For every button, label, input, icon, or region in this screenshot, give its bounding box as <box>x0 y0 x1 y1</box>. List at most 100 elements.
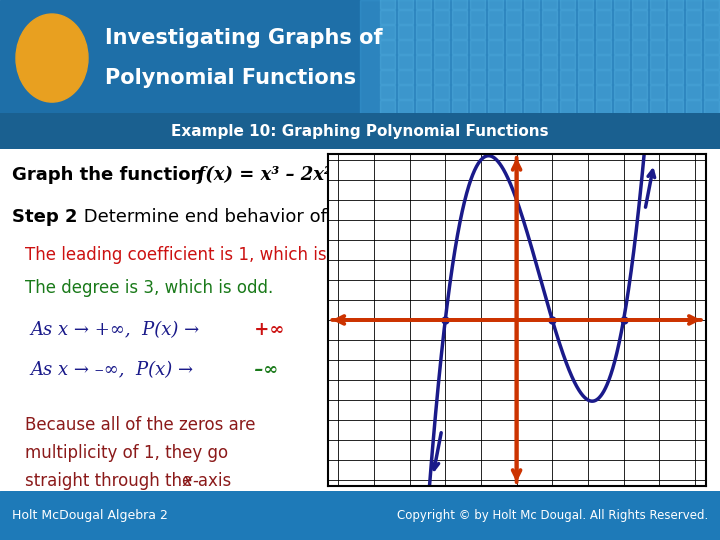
Bar <box>596 70 611 84</box>
Bar <box>488 10 503 24</box>
Bar <box>434 100 449 114</box>
Bar <box>578 40 593 54</box>
Text: Determine end behavior of the graph.: Determine end behavior of the graph. <box>78 208 426 226</box>
Bar <box>560 85 575 99</box>
Bar <box>470 25 485 39</box>
Bar <box>650 55 665 69</box>
Bar <box>488 85 503 99</box>
Bar <box>416 70 431 84</box>
Bar <box>416 40 431 54</box>
Bar <box>434 55 449 69</box>
Bar <box>686 100 701 114</box>
Bar <box>560 0 575 9</box>
Bar <box>596 0 611 9</box>
Bar <box>668 0 683 9</box>
Bar <box>524 85 539 99</box>
Bar <box>686 85 701 99</box>
Bar <box>398 0 413 9</box>
Bar <box>434 85 449 99</box>
Bar <box>686 0 701 9</box>
Bar <box>452 10 467 24</box>
Bar <box>668 70 683 84</box>
Bar <box>704 40 719 54</box>
Bar <box>578 100 593 114</box>
Bar <box>578 70 593 84</box>
Bar <box>650 100 665 114</box>
Bar <box>506 25 521 39</box>
Bar <box>488 70 503 84</box>
Bar <box>524 55 539 69</box>
Bar <box>542 25 557 39</box>
Bar <box>416 10 431 24</box>
Bar <box>416 0 431 9</box>
Bar <box>650 25 665 39</box>
Bar <box>704 70 719 84</box>
Bar <box>542 70 557 84</box>
Text: -axis: -axis <box>192 472 231 490</box>
Bar <box>506 70 521 84</box>
Bar <box>614 55 629 69</box>
Bar <box>416 25 431 39</box>
Bar <box>452 70 467 84</box>
Bar <box>434 70 449 84</box>
Bar <box>488 0 503 9</box>
Text: –∞: –∞ <box>248 361 278 379</box>
Bar <box>686 70 701 84</box>
Bar <box>704 85 719 99</box>
Bar <box>704 0 719 9</box>
Bar <box>632 55 647 69</box>
Bar <box>650 0 665 9</box>
Bar <box>668 85 683 99</box>
Bar <box>488 100 503 114</box>
Bar <box>434 40 449 54</box>
Bar <box>470 70 485 84</box>
Bar <box>470 0 485 9</box>
Bar <box>596 55 611 69</box>
Bar <box>380 0 395 9</box>
Text: The leading coefficient is 1, which is positive.: The leading coefficient is 1, which is p… <box>25 246 402 264</box>
Bar <box>416 100 431 114</box>
Bar <box>452 100 467 114</box>
Bar <box>506 40 521 54</box>
Text: Investigating Graphs of: Investigating Graphs of <box>105 28 382 48</box>
Bar <box>686 40 701 54</box>
Bar <box>524 100 539 114</box>
Bar <box>542 55 557 69</box>
Text: +∞: +∞ <box>248 321 284 339</box>
Bar <box>380 70 395 84</box>
Bar <box>524 10 539 24</box>
Bar <box>704 10 719 24</box>
Bar <box>560 25 575 39</box>
Text: Holt McDougal Algebra 2: Holt McDougal Algebra 2 <box>12 509 168 522</box>
Bar <box>398 70 413 84</box>
Bar <box>560 40 575 54</box>
Bar <box>668 55 683 69</box>
Bar <box>668 25 683 39</box>
Bar <box>650 70 665 84</box>
Bar <box>380 25 395 39</box>
Bar <box>632 70 647 84</box>
Bar <box>632 25 647 39</box>
Bar <box>542 0 557 9</box>
Bar <box>560 70 575 84</box>
Bar <box>524 40 539 54</box>
Bar <box>668 10 683 24</box>
Bar <box>416 55 431 69</box>
Bar <box>380 10 395 24</box>
Bar <box>488 40 503 54</box>
Bar <box>614 0 629 9</box>
Text: Example 10: Graphing Polynomial Functions: Example 10: Graphing Polynomial Function… <box>171 124 549 139</box>
Bar <box>506 85 521 99</box>
Text: Graph the function: Graph the function <box>12 166 203 184</box>
Bar <box>632 40 647 54</box>
Bar <box>632 85 647 99</box>
Bar <box>578 0 593 9</box>
Bar <box>506 0 521 9</box>
Bar <box>470 10 485 24</box>
Bar <box>632 0 647 9</box>
Bar <box>434 25 449 39</box>
Bar <box>614 40 629 54</box>
Bar <box>452 85 467 99</box>
Text: x: x <box>182 472 192 490</box>
Bar <box>470 40 485 54</box>
